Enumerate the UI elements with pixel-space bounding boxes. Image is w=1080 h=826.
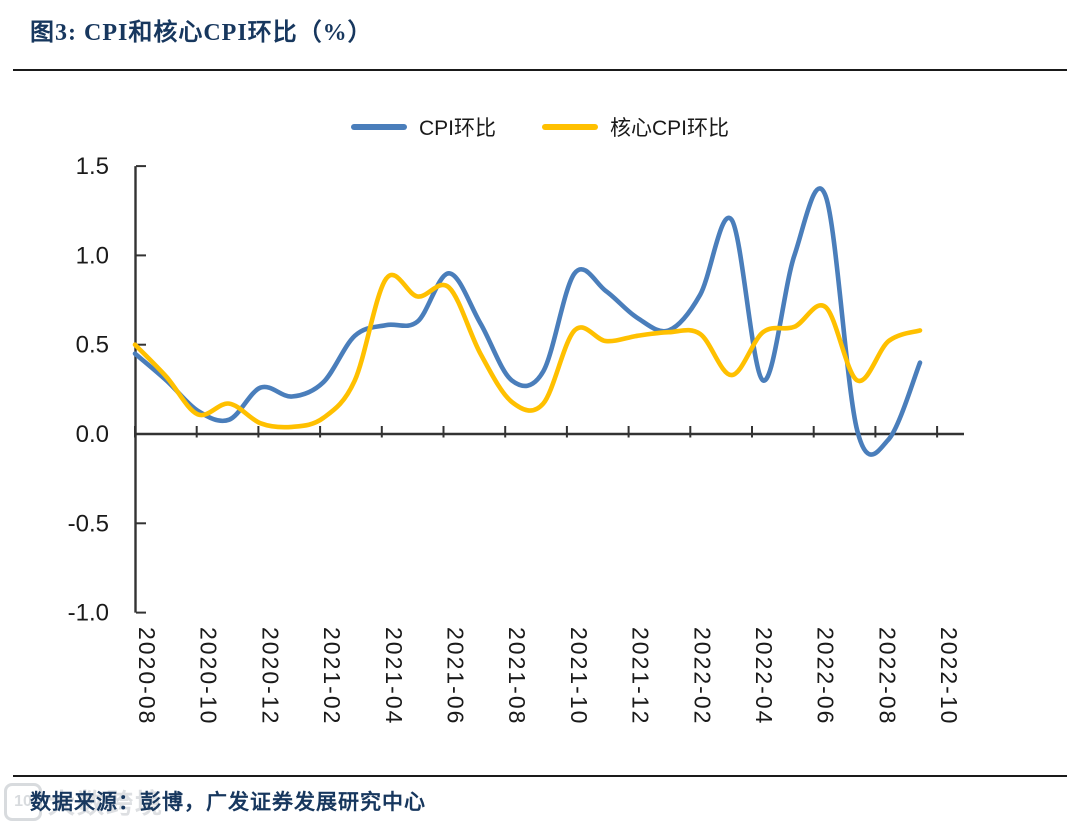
legend-label-cpi: CPI环比 <box>418 117 496 140</box>
x-tick-label: 2020-12 <box>257 627 283 725</box>
x-tick-label: 2020-10 <box>196 627 222 725</box>
x-tick-label: 2021-08 <box>504 627 530 725</box>
x-tick-label: 2022-06 <box>813 627 839 725</box>
x-tick-label: 2021-10 <box>566 627 592 725</box>
x-tick-label: 2021-12 <box>628 627 654 725</box>
x-tick-label: 2022-08 <box>874 627 900 725</box>
chart-legend: CPI环比 核心CPI环比 <box>0 112 1080 142</box>
y-tick-label: -1.0 <box>68 600 109 627</box>
top-divider <box>13 69 1067 71</box>
y-tick-label: -0.5 <box>68 510 109 537</box>
figure-title: 图3: CPI和核心CPI环比（%） <box>30 20 373 46</box>
core-cpi-line-swatch <box>542 124 598 130</box>
y-tick-label: 1.0 <box>76 242 109 269</box>
y-tick-label: 0.5 <box>76 332 109 359</box>
data-source-note: 数据来源：彭博，广发证券发展研究中心 <box>30 790 426 814</box>
legend-label-core-cpi: 核心CPI环比 <box>610 117 730 140</box>
cpi-mom-line <box>132 186 923 457</box>
core-cpi-mom-line <box>132 272 923 430</box>
x-tick-label: 2021-02 <box>319 627 345 725</box>
x-tick-label: 2022-02 <box>689 627 715 725</box>
y-tick-label: 1.5 <box>76 153 109 180</box>
legend-item-cpi: CPI环比 <box>350 112 496 142</box>
cpi-line-swatch <box>350 124 407 130</box>
x-tick-label: 2021-06 <box>443 627 469 725</box>
legend-item-core-cpi: 核心CPI环比 <box>542 112 729 142</box>
x-tick-label: 2022-10 <box>936 627 962 725</box>
bottom-divider <box>13 775 1067 777</box>
x-tick-label: 2021-04 <box>381 627 407 725</box>
y-tick-label: 0.0 <box>76 421 109 448</box>
x-tick-label: 2020-08 <box>134 627 160 725</box>
x-tick-label: 2022-04 <box>751 627 777 725</box>
